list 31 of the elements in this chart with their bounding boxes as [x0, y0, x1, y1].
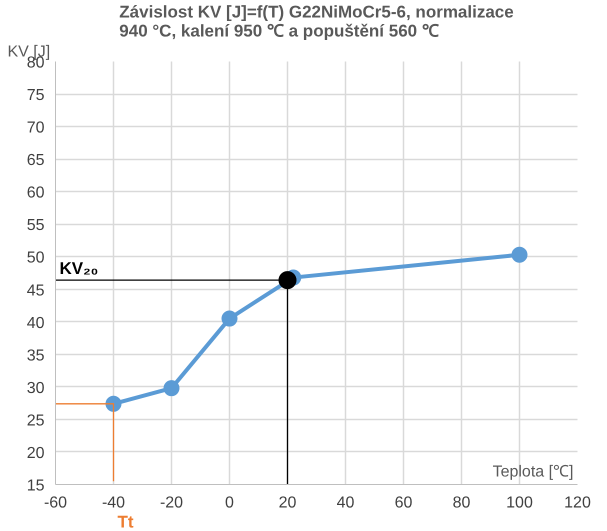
x-axis-title: Teplota [℃]	[492, 464, 574, 480]
y-tick-label: 20	[26, 444, 45, 462]
chart-title: Závislost KV [J]=f(T) G22NiMoCr5-6, normalizace 940 °C, kalení 950 ℃ a popuštění 560 ℃	[119, 2, 514, 40]
point	[164, 380, 180, 396]
y-tick-label: 30	[26, 380, 45, 397]
point	[512, 246, 528, 263]
x-tick-label: 20	[278, 494, 296, 512]
y-tick-label: 65	[26, 152, 45, 170]
x-tick-label: -40	[102, 494, 126, 512]
y-tick-label: 55	[26, 217, 45, 234]
annotation: KV₂₀	[60, 259, 98, 278]
x-tick-label: -20	[160, 494, 184, 512]
annotation: Tt	[118, 512, 134, 531]
x-tick-label: 120	[564, 494, 591, 512]
y-tick-label: 50	[26, 250, 45, 267]
x-tick-label: -60	[44, 494, 68, 512]
y-tick-label: 45	[26, 282, 45, 300]
point	[278, 271, 296, 290]
y-tick-label: 35	[26, 347, 45, 364]
x-tick-label: 100	[506, 494, 533, 512]
y-tick-label: 60	[26, 184, 45, 202]
y-tick-label: 70	[26, 120, 45, 137]
x-tick-label: 40	[336, 494, 354, 512]
y-tick-label: 25	[26, 412, 45, 430]
y-tick-label: 40	[26, 314, 45, 332]
x-tick-label: 60	[394, 494, 412, 512]
point	[222, 310, 238, 327]
x-tick-label: 80	[452, 494, 470, 512]
y-tick-label: 15	[26, 478, 45, 494]
y-tick-label: 75	[26, 87, 45, 104]
x-tick-label: 0	[225, 494, 234, 512]
